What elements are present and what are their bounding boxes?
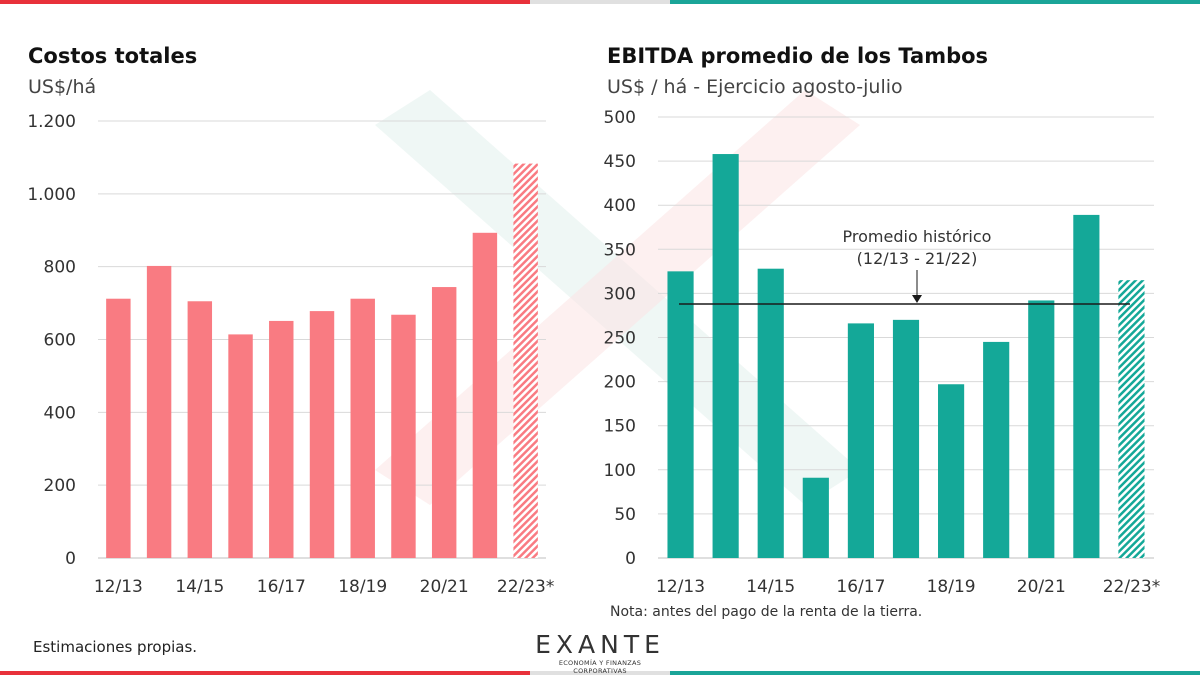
chart2-ytick-label: 250 [604,329,636,349]
chart1-subtitle: US$/há [28,76,97,98]
chart2-bar-12/13 [667,271,694,558]
logo-name: EXANTE [535,630,665,659]
chart2-reference-arrowhead [912,294,922,303]
chart1-bar-12/13 [106,298,131,558]
chart1-xtick-label: 18/19 [338,577,387,597]
chart1-ytick-label: 400 [44,403,76,423]
bottom-strip-teal [670,671,1200,675]
chart1-bar-17/18 [309,311,335,558]
chart2-xtick-label: 16/17 [836,577,885,597]
chart1-xtick-label: 20/21 [420,577,469,597]
chart2-ytick-label: 400 [604,196,636,216]
chart2-ytick-label: 150 [604,417,636,437]
chart1-ytick-label: 200 [44,476,76,496]
chart2-bar-22/23* [1118,280,1145,558]
chart1-ytick-label: 0 [65,549,76,569]
chart1-title: Costos totales [28,44,198,68]
exante-logo: EXANTE ECONOMÍA Y FINANZAS CORPORATIVAS [534,632,666,675]
chart1-ytick-label: 1.200 [27,112,76,132]
chart1-bar-16/17 [269,320,294,558]
chart2-ytick-label: 100 [604,461,636,481]
chart2-bar-20/21 [1028,300,1055,558]
chart2-ytick-label: 450 [604,152,636,172]
chart2-ytick-label: 350 [604,240,636,260]
chart1-xtick-label: 12/13 [94,577,143,597]
top-strip-gray [530,0,670,4]
chart1-bar-13/14 [146,265,172,558]
chart2-bar-21/22 [1073,214,1100,559]
bottom-strip-red [0,671,530,675]
chart1-bar-14/15 [187,301,213,558]
chart2-bar-13/14 [712,154,739,558]
chart2-reference-label-line1: Promedio histórico [843,227,992,246]
chart2-ytick-label: 500 [604,108,636,128]
chart1-bar-15/16 [228,334,253,558]
chart2-xtick-label: 20/21 [1017,577,1066,597]
chart2-xtick-label: 22/23* [1103,577,1161,597]
chart1-bar-20/21 [431,287,457,558]
logo-tagline: ECONOMÍA Y FINANZAS CORPORATIVAS [558,659,642,675]
chart2-xtick-label: 12/13 [656,577,705,597]
bottom-strip-gray [530,671,670,675]
top-strip-red [0,0,530,4]
chart2-ytick-label: 50 [614,505,636,525]
chart2-bar-15/16 [802,477,829,558]
chart1-xtick-label: 16/17 [257,577,306,597]
chart2-xtick-label: 18/19 [927,577,976,597]
source-footer: Estimaciones propias. [33,638,198,656]
chart1-bar-18/19 [350,298,375,558]
chart1-bar-19/20 [391,314,416,558]
chart1-bar-22/23* [513,163,538,559]
top-strip-teal [670,0,1200,4]
chart2-bar-17/18 [892,319,920,558]
chart2-ytick-label: 200 [604,373,636,393]
chart2-xtick-label: 14/15 [746,577,795,597]
chart1-ytick-label: 600 [44,331,76,351]
chart2-bar-19/20 [983,341,1010,558]
chart2-note: Nota: antes del pago de la renta de la t… [610,604,923,620]
chart2-bar-14/15 [757,268,784,558]
chart2-bar-16/17 [847,323,874,558]
chart2-subtitle: US$ / há - Ejercicio agosto-julio [607,76,903,98]
chart2-title: EBITDA promedio de los Tambos [607,44,989,68]
chart2-ytick-label: 0 [625,549,636,569]
chart1-xtick-label: 22/23* [497,577,555,597]
chart2-ytick-label: 300 [604,284,636,304]
chart1-ytick-label: 1.000 [27,185,76,205]
chart1-ytick-label: 800 [44,258,76,278]
chart1-xtick-label: 14/15 [175,577,224,597]
chart2-reference-label-line2: (12/13 - 21/22) [857,249,978,268]
chart2-bar-18/19 [938,384,965,558]
chart1-bar-21/22 [472,232,498,558]
